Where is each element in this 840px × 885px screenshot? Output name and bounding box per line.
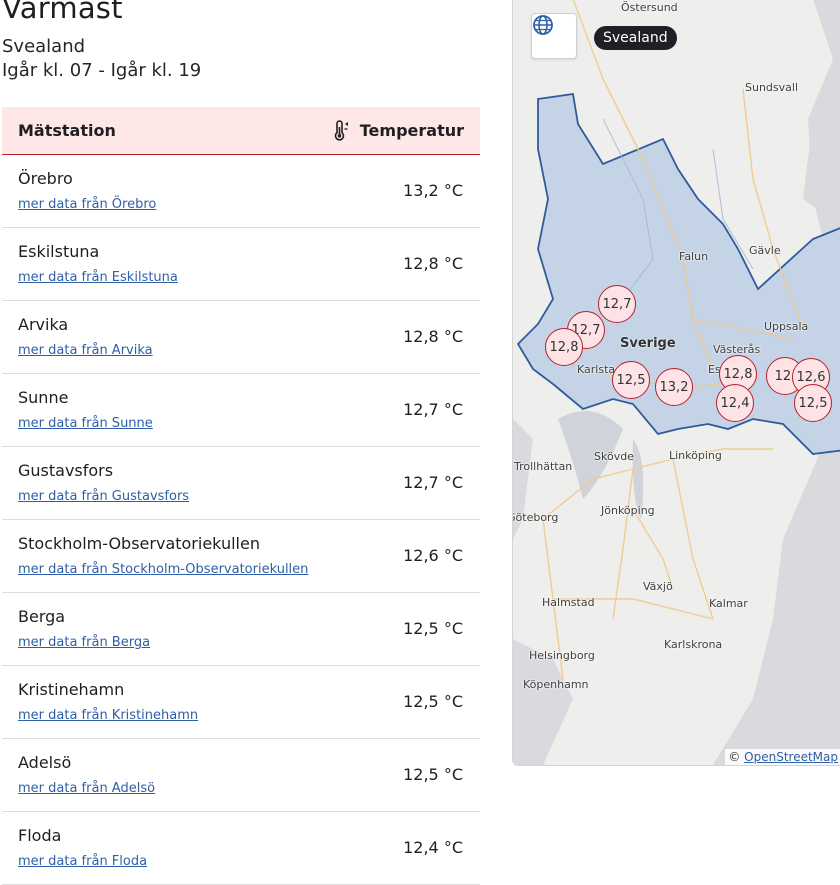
station-temperature: 13,2 °C [403, 181, 463, 200]
region-name: Svealand [2, 36, 86, 57]
station-name: Eskilstuna [18, 242, 100, 261]
station-name: Stockholm-Observatoriekullen [18, 534, 260, 553]
station-name: Floda [18, 826, 62, 845]
city-label: Halmstad [542, 596, 595, 609]
time-period: Igår kl. 07 - Igår kl. 19 [2, 60, 202, 81]
station-name: Sunne [18, 388, 69, 407]
temperature-label: Temperatur [359, 121, 464, 140]
city-label: Helsingborg [529, 649, 595, 662]
city-label: Karlstad [577, 363, 623, 376]
city-label: Jönköping [601, 504, 655, 517]
city-label: Falun [679, 250, 709, 263]
city-label: Kalmar [709, 597, 748, 610]
table-row: Gustavsfors mer data från Gustavsfors 12… [2, 447, 480, 520]
city-label: Västerås [713, 343, 761, 356]
city-label: Skövde [594, 450, 634, 463]
city-label: Köpenhamn [523, 678, 589, 691]
station-data-link[interactable]: mer data från Kristinehamn [18, 708, 199, 723]
temperature-marker[interactable]: 12,5 [794, 384, 832, 422]
temperature-marker[interactable]: 12,5 [612, 361, 650, 399]
temperature-marker[interactable]: 12,7 [598, 285, 636, 323]
city-label: Linköping [669, 449, 722, 462]
station-temperature: 12,5 °C [403, 692, 463, 711]
table-row: Adelsö mer data från Adelsö 12,5 °C [2, 739, 480, 812]
station-name: Gustavsfors [18, 461, 114, 480]
temperature-marker[interactable]: 12,8 [545, 328, 583, 366]
temperature-marker[interactable]: 13,2 [655, 368, 693, 406]
station-name: Adelsö [18, 753, 72, 772]
station-data-link[interactable]: mer data från Sunne [18, 416, 153, 431]
station-data-link[interactable]: mer data från Eskilstuna [18, 270, 178, 285]
station-name: Arvika [18, 315, 69, 334]
table-row: Eskilstuna mer data från Eskilstuna 12,8… [2, 228, 480, 301]
table-row: Floda mer data från Floda 12,4 °C [2, 812, 480, 885]
city-label: Sundsvall [745, 81, 799, 94]
table-row: Örebro mer data från Örebro 13,2 °C [2, 155, 480, 228]
city-label: Trollhättan [514, 460, 573, 473]
station-temperature: 12,5 °C [403, 619, 463, 638]
station-name: Berga [18, 607, 66, 626]
city-label: Gävle [749, 244, 781, 257]
openstreetmap-link[interactable]: OpenStreetMap [744, 750, 838, 764]
table-body: Örebro mer data från Örebro 13,2 °C Eski… [2, 155, 480, 885]
station-data-link[interactable]: mer data från Floda [18, 854, 148, 869]
region-chip: Svealand [594, 26, 677, 50]
temperature-marker[interactable]: 12,4 [716, 384, 754, 422]
city-label: Växjö [643, 580, 673, 593]
station-table: Mätstation Temperatur Örebro mer data fr… [2, 107, 480, 885]
station-temperature: 12,8 °C [403, 254, 463, 273]
thermometer-icon [330, 119, 352, 142]
attribution-copyright: © [728, 750, 741, 764]
station-data-link[interactable]: mer data från Gustavsfors [18, 489, 190, 504]
table-row: Kristinehamn mer data från Kristinehamn … [2, 666, 480, 739]
table-row: Arvika mer data från Arvika 12,8 °C [2, 301, 480, 374]
station-data-link[interactable]: mer data från Adelsö [18, 781, 156, 796]
page-title: Varmast [2, 0, 123, 25]
column-header-temperature: Temperatur [330, 119, 464, 142]
city-label: Uppsala [764, 320, 809, 333]
station-temperature: 12,4 °C [403, 838, 463, 857]
station-temperature: 12,7 °C [403, 473, 463, 492]
station-name: Örebro [18, 169, 73, 188]
city-label: Es [708, 363, 721, 376]
country-label: Sverige [620, 336, 676, 351]
station-temperature: 12,8 °C [403, 327, 463, 346]
city-label: Östersund [621, 1, 678, 14]
city-label: Karlskrona [664, 638, 723, 651]
map-layer-button[interactable] [531, 13, 577, 59]
map-view[interactable]: Svealand Östersund Sundsvall Falun Gävle… [512, 0, 840, 766]
table-row: Berga mer data från Berga 12,5 °C [2, 593, 480, 666]
station-name: Kristinehamn [18, 680, 125, 699]
station-data-link[interactable]: mer data från Berga [18, 635, 151, 650]
station-data-link[interactable]: mer data från Örebro [18, 197, 157, 212]
city-label: Göteborg [512, 511, 559, 524]
station-temperature: 12,7 °C [403, 400, 463, 419]
station-temperature: 12,6 °C [403, 546, 463, 565]
table-row: Stockholm-Observatoriekullen mer data fr… [2, 520, 480, 593]
table-row: Sunne mer data från Sunne 12,7 °C [2, 374, 480, 447]
map-attribution: © OpenStreetMap [725, 749, 840, 765]
station-data-link[interactable]: mer data från Stockholm-Observatoriekull… [18, 562, 309, 577]
column-header-station: Mätstation [18, 121, 116, 140]
svealand-region [516, 92, 840, 455]
table-header: Mätstation Temperatur [2, 107, 480, 155]
station-temperature: 12,5 °C [403, 765, 463, 784]
station-data-link[interactable]: mer data från Arvika [18, 343, 153, 358]
